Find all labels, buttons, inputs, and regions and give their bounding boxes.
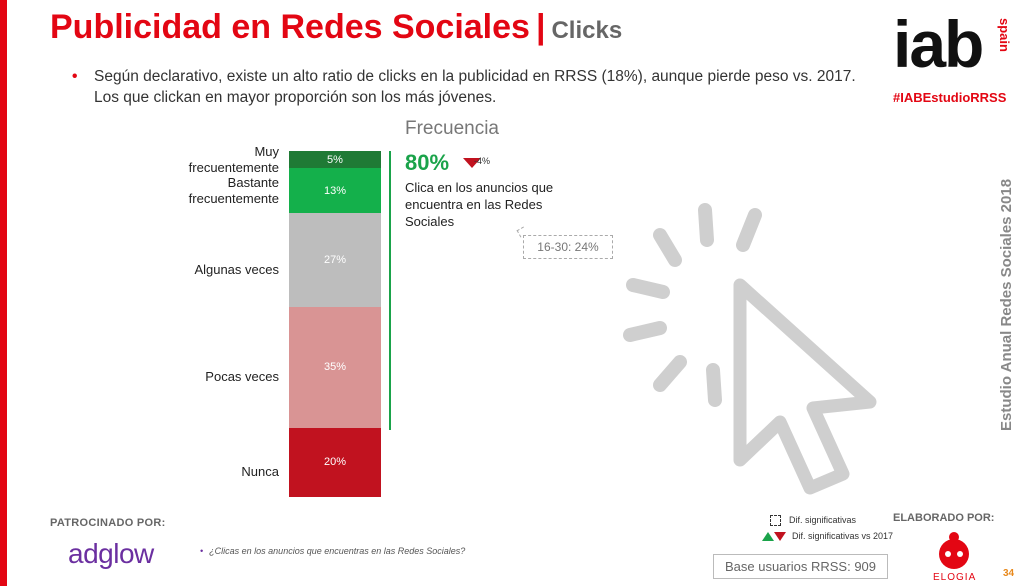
cursor-click-icon: [623, 203, 877, 495]
decrease-arrow-icon-legend: [774, 532, 786, 542]
logo-text: iab: [893, 7, 984, 81]
category-label: Algunas veces: [194, 261, 279, 277]
annotation-description: Clica en los anuncios que encuentra en l…: [405, 180, 554, 229]
hashtag: #IABEstudioRRSS: [893, 90, 1007, 105]
summary-text: Según declarativo, existe un alto ratio …: [94, 68, 856, 106]
page-title: Publicidad en Redes Sociales | Clicks: [50, 8, 622, 47]
age-callout: 16-30: 24%: [523, 235, 613, 259]
survey-question: • ¿Clicas en los anuncios que encuentras …: [200, 546, 465, 556]
side-study-title: Estudio Anual Redes Sociales 2018: [998, 178, 1015, 432]
data-label: 5%: [327, 153, 343, 166]
category-label: Muy frecuentemente: [188, 143, 279, 175]
category-label: Pocas veces: [205, 369, 279, 385]
chart-title: Frecuencia: [405, 118, 499, 139]
base-sample: Base usuarios RRSS: 909: [713, 554, 888, 579]
decrease-arrow-icon: [463, 158, 481, 168]
elaborado-label: ELABORADO POR:: [893, 512, 995, 524]
annotation-change: -4%: [474, 156, 491, 166]
question-bullet-icon: •: [200, 546, 204, 556]
summary-bullet: • Según declarativo, existe un alto rati…: [72, 66, 872, 108]
title-main: Publicidad en Redes Sociales: [50, 8, 530, 46]
elogia-name: ELOGIA: [933, 572, 977, 583]
title-separator: |: [535, 8, 546, 46]
data-label: 20%: [323, 456, 347, 469]
sponsor-label: PATROCINADO POR:: [50, 517, 166, 529]
page-number: 34: [1003, 568, 1015, 579]
chart-bracket: [389, 151, 391, 430]
legend-dif-label: Dif. significativas: [789, 515, 857, 525]
annotation-value: 80%: [405, 150, 450, 175]
bar-segment: 27%: [289, 213, 381, 307]
bullet-dot-icon: •: [72, 68, 78, 85]
title-subtitle: Clicks: [551, 17, 623, 44]
elogia-logo-icon: [939, 532, 969, 569]
data-label: 13%: [323, 184, 347, 197]
legend-dif: Dif. significativas: [770, 515, 857, 527]
increase-arrow-icon: [762, 532, 774, 542]
dashed-box-icon: [770, 515, 781, 527]
bar-segment: 35%: [289, 306, 381, 428]
bar-segment: 13%: [289, 168, 381, 214]
adglow-logo: adglow: [68, 538, 154, 569]
iab-logo: iab spain: [893, 7, 1013, 86]
data-label: 35%: [323, 361, 347, 374]
category-label: Bastante frecuentemente: [188, 174, 279, 206]
left-accent-stripe: [0, 0, 7, 586]
legend-dif-2017: Dif. significativas vs 2017: [762, 531, 894, 542]
legend-dif-2017-label: Dif. significativas vs 2017: [792, 531, 894, 541]
data-label: 27%: [323, 253, 347, 266]
logo-country: spain: [997, 18, 1012, 52]
bar-segment: 20%: [289, 427, 381, 497]
question-text: ¿Clicas en los anuncios que encuentras e…: [209, 546, 466, 556]
category-label: Nunca: [241, 464, 279, 480]
bar-segment: 5%: [289, 151, 381, 169]
